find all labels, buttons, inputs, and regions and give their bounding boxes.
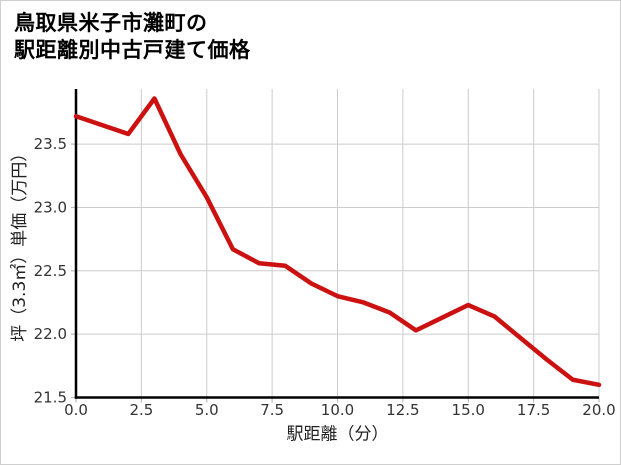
chart-title-line2: 駅距離別中古戸建て価格 — [14, 38, 251, 62]
x-axis-title: 駅距離（分） — [287, 425, 389, 445]
x-tick-label: 0.0 — [64, 401, 88, 419]
chart-title-line1: 鳥取県米子市灘町の — [14, 11, 208, 35]
y-tick-label: 23.5 — [34, 135, 67, 153]
y-tick-label: 22.5 — [34, 262, 67, 280]
y-axis-title: 坪（3.3㎡）単価（万円） — [10, 145, 30, 342]
chart-title: 鳥取県米子市灘町の 駅距離別中古戸建て価格 — [14, 10, 251, 64]
y-tick-label: 21.5 — [34, 389, 67, 407]
x-tick-label: 10.0 — [321, 401, 354, 419]
x-tick-label: 20.0 — [582, 401, 615, 419]
y-tick-label: 22.0 — [34, 325, 67, 343]
x-tick-label: 7.5 — [260, 401, 284, 419]
y-tick-label: 23.0 — [34, 198, 67, 216]
x-tick-label: 5.0 — [195, 401, 219, 419]
price-line — [73, 96, 602, 388]
x-tick-label: 2.5 — [129, 401, 153, 419]
x-tick-label: 17.5 — [517, 401, 550, 419]
x-tick-label: 15.0 — [452, 401, 485, 419]
x-tick-label: 12.5 — [386, 401, 419, 419]
